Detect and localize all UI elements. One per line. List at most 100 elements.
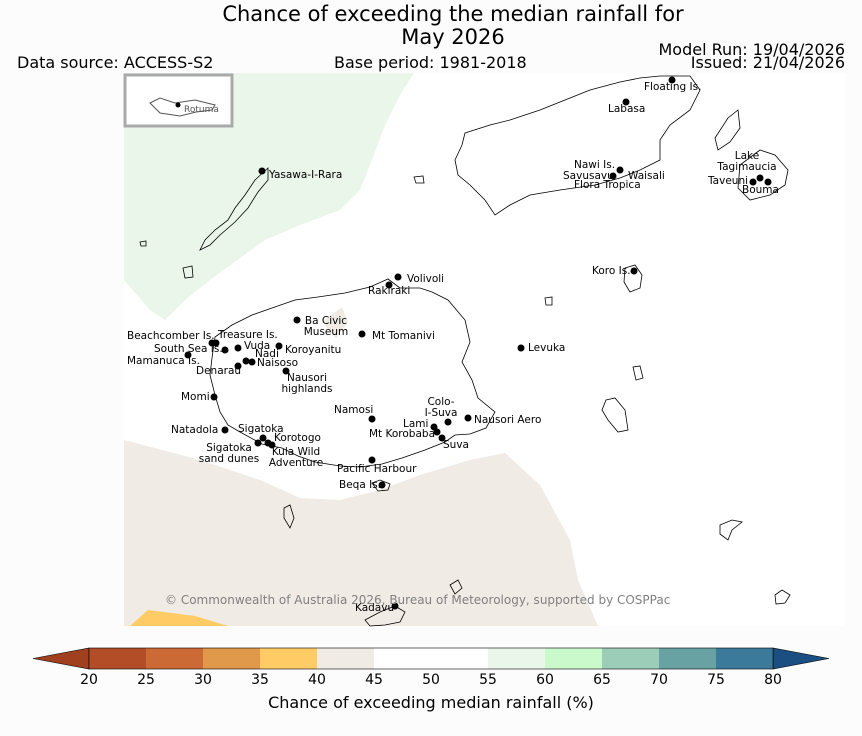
label-south-sea: South Sea Is. bbox=[154, 343, 223, 355]
label-nawi: Nawi Is. bbox=[574, 159, 616, 171]
marker-yasawa bbox=[258, 167, 266, 175]
colorbar-tick-80: 80 bbox=[764, 672, 782, 688]
marker-nawi bbox=[616, 166, 624, 174]
marker-sigatoka-dunes bbox=[254, 439, 262, 447]
label-vuda: Vuda bbox=[244, 340, 271, 352]
yasawa-coast bbox=[199, 167, 269, 251]
label-kadavu: Kadavu bbox=[355, 602, 395, 614]
colorbar-box-30-35 bbox=[203, 648, 260, 669]
colorbar-tick-40: 40 bbox=[308, 672, 326, 688]
marker-beqa bbox=[378, 481, 386, 489]
label-labasa: Labasa bbox=[608, 103, 646, 115]
islet-8 bbox=[283, 504, 295, 529]
colorbar-tick-45: 45 bbox=[365, 672, 383, 688]
label-pacific-harbour: Pacific Harbour bbox=[337, 463, 417, 475]
colorbar-tick-50: 50 bbox=[422, 672, 440, 688]
label-denarau: Denarau bbox=[196, 365, 242, 377]
colorbar-box-20-25 bbox=[89, 648, 146, 669]
colorbar-high-arrow bbox=[772, 647, 830, 670]
label-nadi: Nadi bbox=[255, 348, 279, 360]
marker-mamanuca bbox=[184, 351, 192, 359]
label-sigatoka: Sigatoka bbox=[238, 423, 284, 435]
colorbar-tick-60: 60 bbox=[536, 672, 554, 688]
marker-pacific-harbour bbox=[368, 456, 376, 464]
islet-1 bbox=[413, 175, 425, 184]
label-colo-i-suva: Colo- I-Suva bbox=[424, 396, 458, 419]
islet-7 bbox=[774, 589, 791, 605]
colorbar-low-arrow bbox=[32, 647, 90, 670]
dry-region bbox=[124, 440, 598, 626]
label-suva: Suva bbox=[443, 439, 469, 451]
label-lami: Lami bbox=[403, 418, 429, 430]
label-volivoli: Volivoli bbox=[407, 273, 445, 285]
label-rakiraki: Rakiraki bbox=[368, 285, 411, 297]
islet-10 bbox=[139, 240, 147, 247]
colorbar-box-55-60 bbox=[488, 648, 545, 669]
marker-korotogo bbox=[264, 439, 272, 447]
label-waisali: Waisali bbox=[628, 170, 665, 182]
marker-savusavu bbox=[609, 172, 617, 180]
label-mt-tomanivi: Mt Tomanivi bbox=[372, 330, 435, 342]
label-momi: Momi bbox=[181, 391, 210, 403]
marker-ba-museum bbox=[293, 316, 301, 324]
marker-levuka bbox=[517, 344, 525, 352]
marker-natadola bbox=[221, 426, 229, 434]
label-korotogo: Korotogo bbox=[274, 432, 321, 444]
label-beachcomber: Beachcomber Is. bbox=[127, 330, 215, 342]
vanua-levu-coast bbox=[454, 75, 701, 216]
label-nausori-highlands: Nausori highlands bbox=[281, 372, 333, 395]
label-ba-museum: Ba Civic Museum bbox=[303, 315, 349, 338]
marker-nausori-highlands bbox=[282, 367, 290, 375]
label-mamanuca: Mamanuca Is. bbox=[127, 355, 200, 367]
copyright-notice: © Commonwealth of Australia 2026, Bureau… bbox=[165, 593, 671, 607]
map-title-line2: May 2026 bbox=[401, 25, 505, 49]
rotuma-marker bbox=[175, 102, 181, 108]
colorbar-box-40-45 bbox=[317, 648, 374, 669]
marker-beachcomber bbox=[208, 339, 216, 347]
marker-lake-tagimaucia bbox=[756, 174, 764, 182]
viti-levu-coast bbox=[209, 278, 496, 468]
colorbar-box-25-30 bbox=[146, 648, 203, 669]
label-treasure: Treasure Is. bbox=[218, 329, 278, 341]
label-koroyanitu: Koroyanitu bbox=[285, 344, 342, 356]
marker-mt-korobaba bbox=[433, 428, 441, 436]
colorbar-outline bbox=[88, 647, 774, 670]
label-flora-tropica: Flora Tropica bbox=[574, 179, 641, 191]
colorbar-box-75-80 bbox=[716, 648, 773, 669]
issued-date: Issued: 21/04/2026 bbox=[690, 53, 845, 72]
coastlines bbox=[139, 75, 791, 627]
kadavu-coast bbox=[364, 605, 406, 627]
colorbar-title: Chance of exceeding median rainfall (%) bbox=[268, 693, 594, 712]
islet-4 bbox=[601, 397, 629, 433]
marker-rakiraki bbox=[385, 281, 393, 289]
taveuni-coast bbox=[714, 109, 789, 201]
map-title-line1: Chance of exceeding the median rainfall … bbox=[222, 2, 684, 26]
marker-south-sea bbox=[221, 346, 229, 354]
koro-coast bbox=[623, 264, 643, 293]
label-mt-korobaba: Mt Korobaba bbox=[369, 428, 436, 440]
colorbar-box-45-50 bbox=[374, 648, 431, 669]
marker-bouma bbox=[764, 178, 772, 186]
islet-2 bbox=[182, 265, 194, 279]
colorbar-box-35-40 bbox=[260, 648, 317, 669]
label-naisoso: Naisoso bbox=[257, 357, 298, 369]
label-sigatoka-dunes: Sigatoka sand dunes bbox=[198, 442, 260, 465]
colorbar-tick-30: 30 bbox=[194, 672, 212, 688]
marker-nadi bbox=[242, 357, 250, 365]
colorbar-tick-70: 70 bbox=[650, 672, 668, 688]
islet-5 bbox=[632, 365, 644, 381]
marker-mt-tomanivi bbox=[358, 330, 366, 338]
marker-suva bbox=[438, 434, 446, 442]
marker-volivoli bbox=[394, 273, 402, 281]
colorbar-box-60-65 bbox=[545, 648, 602, 669]
marker-denarau bbox=[234, 362, 242, 370]
marker-sigatoka bbox=[259, 434, 267, 442]
colorbar-tick-55: 55 bbox=[479, 672, 497, 688]
label-floating-is: Floating Is. bbox=[644, 81, 702, 93]
colorbar bbox=[32, 647, 830, 670]
colorbar-box-70-75 bbox=[659, 648, 716, 669]
rotuma-label: Rotuma bbox=[184, 105, 219, 115]
rotuma-inset bbox=[123, 73, 234, 128]
marker-koroyanitu bbox=[275, 342, 283, 350]
label-nausori-aero: Nausori Aero bbox=[474, 414, 542, 426]
